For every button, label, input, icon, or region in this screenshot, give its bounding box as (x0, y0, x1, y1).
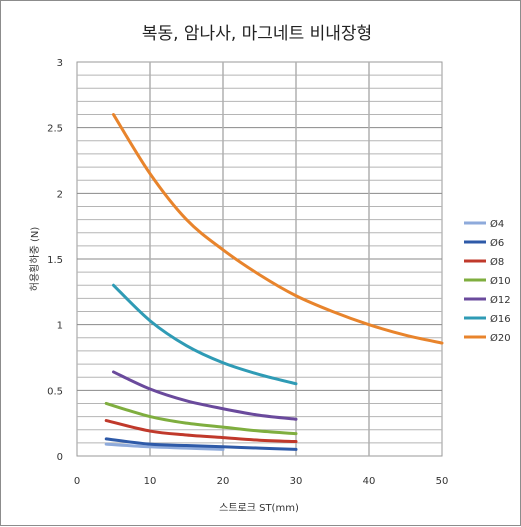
legend-label: Ø8 (490, 256, 504, 268)
legend-item: Ø16 (464, 313, 511, 325)
series-line-d8 (104, 419, 298, 444)
chart-title: 복동, 암나사, 마그네트 비내장형 (142, 24, 372, 44)
legend-label: Ø12 (490, 294, 511, 306)
legend-label: Ø6 (490, 237, 504, 249)
legend-label: Ø20 (490, 332, 511, 344)
y-axis-label: 허용횡하중 (N) (28, 227, 41, 292)
x-tick-label: 30 (290, 476, 303, 487)
series-line-d6 (104, 437, 298, 451)
legend-item: Ø12 (464, 294, 511, 306)
legend-label: Ø10 (490, 275, 511, 287)
y-tick-label: 1 (57, 321, 63, 332)
series-line-d20 (112, 113, 444, 345)
legend-label: Ø16 (490, 313, 511, 325)
series-line-d10 (104, 401, 298, 436)
x-tick-label: 50 (436, 476, 449, 487)
y-tick-label: 2 (57, 189, 63, 200)
legend-label: Ø4 (490, 218, 504, 230)
y-tick-label: 2.5 (47, 124, 63, 135)
legend-item: Ø20 (464, 332, 511, 344)
y-tick-label: 0 (57, 452, 63, 463)
tick-labels: 00.511.522.530 10 20 30 40 50 (47, 58, 448, 487)
series-line-d4 (104, 442, 225, 451)
y-tick-label: 1.5 (47, 255, 63, 266)
legend-item: Ø10 (464, 275, 511, 287)
y-tick-label: 3 (57, 58, 63, 69)
legend: Ø4 Ø6 Ø8 Ø10 Ø12 Ø16 Ø20 (464, 218, 511, 344)
series-line-d16 (112, 283, 298, 386)
legend-item: Ø8 (464, 256, 504, 268)
y-tick-label: 0.5 (47, 386, 63, 397)
series-line-d12 (112, 370, 298, 421)
grid (76, 61, 443, 457)
x-tick-label: 40 (363, 476, 376, 487)
legend-item: Ø4 (464, 218, 504, 230)
series-lines (104, 113, 444, 451)
x-tick-label: 0 (74, 476, 80, 487)
legend-item: Ø6 (464, 237, 504, 249)
x-tick-label: 20 (217, 476, 230, 487)
x-tick-label: 10 (144, 476, 157, 487)
x-axis-label: 스트로크 ST(mm) (219, 502, 299, 514)
